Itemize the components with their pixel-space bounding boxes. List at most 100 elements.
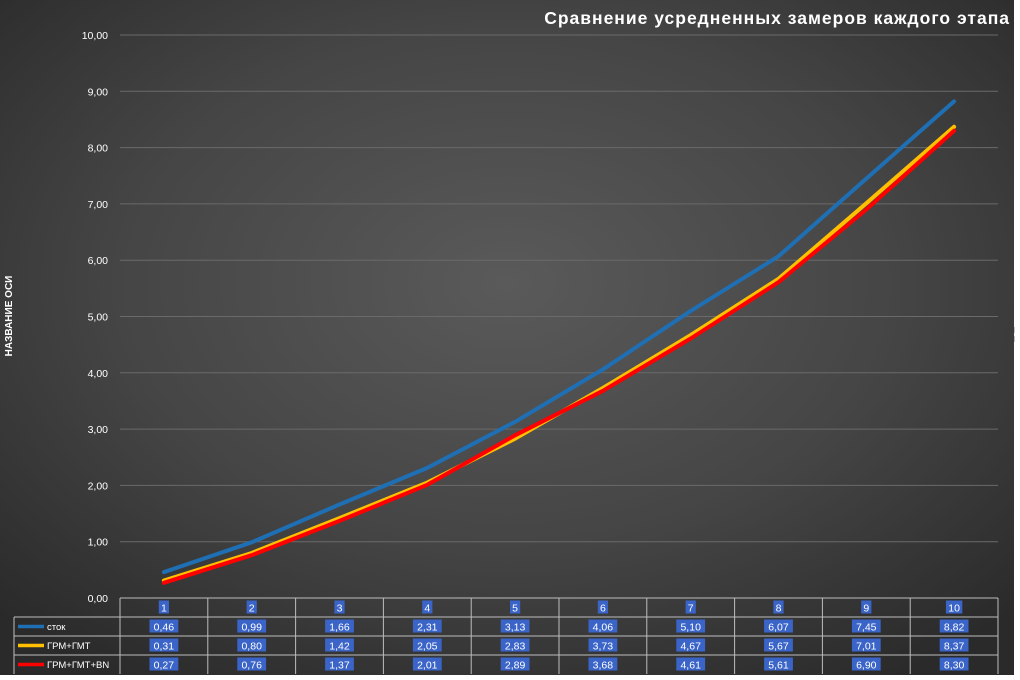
data-label: 2,05 <box>417 641 438 653</box>
data-label-highlight <box>237 657 267 671</box>
category-label-highlight <box>158 600 169 614</box>
data-label-highlight <box>588 638 618 652</box>
data-label: 6,90 <box>856 660 877 672</box>
legend-label: сток <box>47 622 66 633</box>
data-label-highlight <box>764 619 793 633</box>
data-label: 0,80 <box>241 641 262 653</box>
y-tick-label: 10,00 <box>82 30 108 42</box>
data-label: 2,83 <box>505 641 526 653</box>
category-label: 6 <box>600 603 606 615</box>
data-label-highlight <box>412 619 442 633</box>
data-label-highlight <box>676 657 706 671</box>
data-label-highlight <box>500 619 530 633</box>
data-label: 0,99 <box>241 622 262 634</box>
data-label-highlight <box>851 657 881 671</box>
y-tick-label: 2,00 <box>88 480 109 492</box>
y-tick-label: 8,00 <box>88 143 109 155</box>
data-label-highlight <box>939 619 969 633</box>
data-label: 7,01 <box>856 641 877 653</box>
data-label-highlight <box>412 657 442 671</box>
category-label-highlight <box>246 600 257 614</box>
data-label-highlight <box>149 619 179 633</box>
data-label: 0,31 <box>154 641 175 653</box>
category-label: 3 <box>337 603 343 615</box>
category-label: 5 <box>512 603 518 615</box>
data-label-highlight <box>851 638 881 652</box>
data-label: 0,27 <box>154 660 175 672</box>
data-label: 2,01 <box>417 660 438 672</box>
category-label-highlight <box>773 600 784 614</box>
data-label-highlight <box>676 619 706 633</box>
chart-title: Сравнение усредненных замеров каждого эт… <box>544 8 1010 28</box>
series-line <box>161 99 957 575</box>
data-label-highlight <box>939 638 969 652</box>
data-label: 5,67 <box>768 641 789 653</box>
data-label: 1,42 <box>329 641 350 653</box>
series-line <box>161 128 957 585</box>
legend-label: ГРМ+ГМТ <box>47 641 91 652</box>
data-label: 2,31 <box>417 622 438 634</box>
category-label: 2 <box>249 603 255 615</box>
data-label: 6,07 <box>768 622 789 634</box>
data-label: 1,66 <box>329 622 350 634</box>
category-label: 7 <box>688 603 694 615</box>
data-label: 3,68 <box>593 660 614 672</box>
category-label-highlight <box>945 600 963 614</box>
data-label: 0,46 <box>154 622 175 634</box>
category-label-highlight <box>685 600 696 614</box>
data-label: 2,89 <box>505 660 526 672</box>
data-label: 3,73 <box>593 641 614 653</box>
data-label: 3,13 <box>505 622 526 634</box>
data-label-highlight <box>676 638 706 652</box>
y-tick-label: 3,00 <box>88 424 109 436</box>
data-label-highlight <box>325 619 354 633</box>
resize-handle[interactable] <box>1014 327 1020 333</box>
legend-label: ГРМ+ГМТ+BN <box>47 660 109 671</box>
category-label: 4 <box>424 603 430 615</box>
category-label-highlight <box>597 600 608 614</box>
data-label-highlight <box>939 657 969 671</box>
category-label: 1 <box>161 603 167 615</box>
data-label: 7,45 <box>856 622 877 634</box>
y-tick-label: 4,00 <box>88 368 109 380</box>
data-label: 4,06 <box>593 622 614 634</box>
data-label-highlight <box>851 619 881 633</box>
resize-handle[interactable] <box>1014 336 1020 342</box>
data-label: 5,10 <box>680 622 701 634</box>
y-axis-label: НАЗВАНИЕ ОСИ <box>4 276 15 357</box>
data-label: 8,30 <box>944 660 965 672</box>
data-label-highlight <box>500 638 530 652</box>
data-label-highlight <box>237 619 267 633</box>
category-label-highlight <box>510 600 521 614</box>
data-label-highlight <box>412 638 442 652</box>
data-label: 1,37 <box>329 660 350 672</box>
data-label-highlight <box>588 657 618 671</box>
category-label: 10 <box>948 603 960 615</box>
category-label-highlight <box>334 600 345 614</box>
category-label: 8 <box>776 603 782 615</box>
y-tick-label: 7,00 <box>88 199 109 211</box>
data-label: 5,61 <box>768 660 789 672</box>
data-label-highlight <box>237 638 267 652</box>
category-label: 9 <box>863 603 869 615</box>
y-tick-label: 1,00 <box>88 537 109 549</box>
data-label: 4,61 <box>680 660 701 672</box>
data-label: 8,37 <box>944 641 965 653</box>
data-label-highlight <box>149 638 179 652</box>
y-tick-label: 5,00 <box>88 312 109 324</box>
data-label-highlight <box>764 657 793 671</box>
data-label: 0,76 <box>241 660 262 672</box>
category-label-highlight <box>422 600 433 614</box>
y-tick-label: 6,00 <box>88 255 109 267</box>
data-label-highlight <box>588 619 618 633</box>
y-tick-label: 0,00 <box>88 593 109 605</box>
category-label-highlight <box>861 600 872 614</box>
data-label-highlight <box>325 638 354 652</box>
data-label-highlight <box>500 657 530 671</box>
data-label-highlight <box>149 657 179 671</box>
data-label: 8,82 <box>944 622 965 634</box>
data-label-highlight <box>325 657 354 671</box>
y-tick-label: 9,00 <box>88 86 109 98</box>
